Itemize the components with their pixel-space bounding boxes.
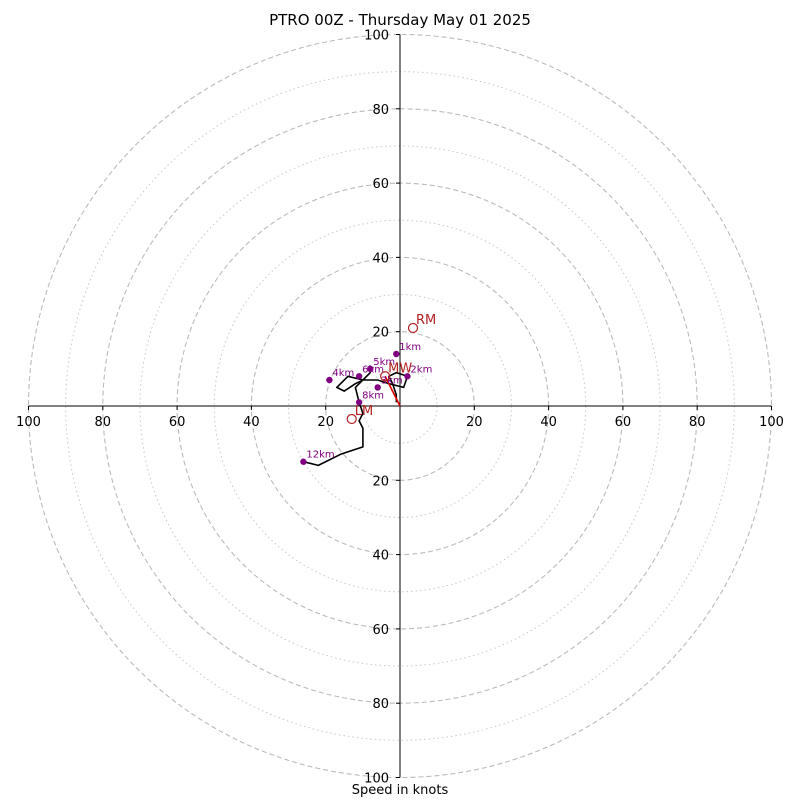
height-label-3km: 3km [381,375,403,386]
height-label-8km: 8km [362,390,384,401]
x-tick-label: 100 [759,415,784,430]
y-tick-label: 20 [372,474,389,489]
y-tick-label: 80 [372,103,389,118]
height-marker-5km [367,365,374,373]
hodograph-line [303,371,409,467]
y-tick-label: 20 [372,326,389,341]
storm-motion-vector [384,375,401,407]
storm-motion-vector-group [384,375,401,407]
height-marker-3km [374,384,381,391]
y-tick-label: 40 [372,251,389,266]
x-tick-label: 80 [689,415,706,430]
height-marker-1km [393,350,400,358]
height-label-2km: 2km [410,364,432,375]
x-tick-label: 40 [540,415,557,430]
storm-motion-label-MW: MW [388,361,412,376]
x-axis-label: Speed in knots [351,783,449,798]
storm-motion-label-RM: RM [416,313,436,328]
x-tick-label: 60 [615,415,632,430]
height-label-6km: 6km [362,364,384,375]
height-marker-2km [404,373,411,380]
chart-title: PTRO 00Z - Thursday May 01 2025 [269,11,531,29]
height-label-12km: 12km [306,450,334,461]
x-tick-label: 20 [466,415,483,430]
y-tick-label: 100 [364,772,389,787]
x-tick-label: 100 [16,415,41,430]
storm-motion-marker-MW [380,371,391,382]
storm-motion-label-LM: LM [355,404,373,419]
x-tick-label: 40 [243,415,260,430]
x-tick-label: 80 [95,415,112,430]
tick-labels: 100 80 60 40 20 20 40 60 80 100 100 80 60 40 20 20 40 60 8… [16,29,784,787]
y-tick-label: 60 [372,177,389,192]
storm-motion-marker-LM [346,413,357,425]
y-tick-label: 100 [364,29,389,44]
y-tick-label: 40 [372,549,389,564]
height-label-4km: 4km [332,368,354,379]
height-marker-6km [355,373,363,380]
y-tick-label: 60 [372,623,389,638]
x-tick-label: 20 [317,415,334,430]
height-label-1km: 1km [399,342,421,353]
y-tick-label: 80 [372,697,389,712]
height-marker-8km [355,399,363,406]
storm-motion-marker-RM [407,322,419,334]
height-label-5km: 5km [373,357,395,368]
storm-motion-markers: RM LM MW [346,313,436,425]
height-marker-4km [326,376,333,384]
hodograph-trace [303,371,409,467]
height-marker-12km [300,458,307,465]
x-tick-label: 60 [169,415,186,430]
